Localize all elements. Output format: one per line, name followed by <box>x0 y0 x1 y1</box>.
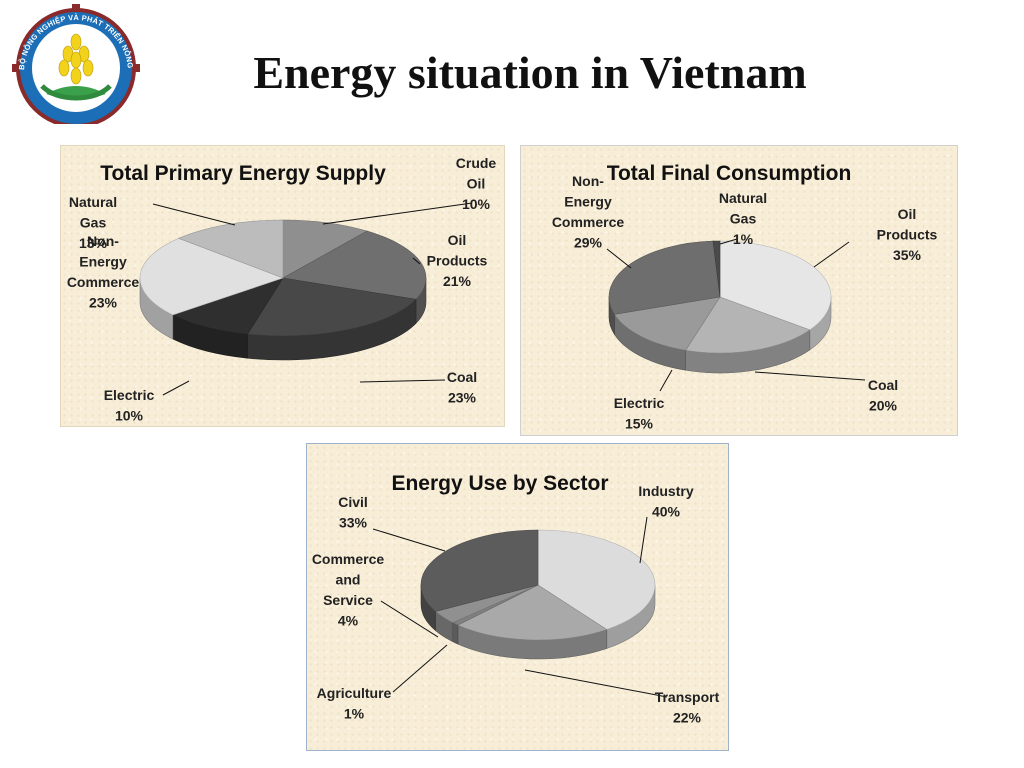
data-label-oil-products: Oil Products 21% <box>427 232 488 289</box>
ministry-logo: BỘ NÔNG NGHIỆP VÀ PHÁT TRIỂN NÔNG THÔN <box>0 0 150 128</box>
data-label-transport: Transport 22% <box>655 689 720 726</box>
pie-slice-oil-products <box>282 230 427 300</box>
leader-line-electric <box>659 369 673 392</box>
pie-slice-natural-gas <box>712 240 721 298</box>
data-label-oil-products: Oil Products 35% <box>877 206 938 263</box>
chart-title: Energy Use by Sector <box>391 472 608 495</box>
leader-line-oil-products <box>412 257 421 265</box>
leader-line-industry <box>639 516 648 564</box>
pie-slice-transport <box>457 584 608 641</box>
pie-slices <box>608 240 832 354</box>
pie-slice-oil-products <box>719 240 832 331</box>
leader-line-transport <box>524 669 668 698</box>
leader-line-electric <box>162 380 190 396</box>
leader-line-agriculture <box>392 644 448 693</box>
pie-chart-sector-use: Energy Use by Sector Industry 40% Transport… <box>312 472 720 726</box>
pie-chart-primary-supply: Total Primary Energy Supply Crude Oil 10% Oi… <box>67 155 497 424</box>
data-label-agriculture: Agriculture 1% <box>317 685 392 722</box>
chart-title: Total Primary Energy Supply <box>100 162 386 185</box>
pie-slices <box>420 529 656 641</box>
pie-side-agriculture <box>452 622 459 645</box>
data-label-electric: Electric 15% <box>614 395 665 432</box>
chart-panel-sector-use: Energy Use by Sector Industry 40% Transport… <box>306 443 729 751</box>
data-label-civil: Civil 33% <box>338 494 368 531</box>
pie-sides <box>420 584 656 660</box>
data-label-industry: Industry 40% <box>638 483 693 520</box>
chart-panel-final-consumption: Total Final Consumption Oil Products 35% Coa… <box>520 145 958 436</box>
data-label-crude-oil: Crude Oil 10% <box>456 155 497 212</box>
leader-line-coal <box>754 371 866 381</box>
leader-line-crude-oil <box>322 202 473 225</box>
pie-slice-civil <box>420 529 539 612</box>
chart-title: Total Final Consumption <box>607 162 852 185</box>
pie-slice-non-energy-commerce <box>139 237 284 316</box>
pie-slice-electric <box>613 296 721 351</box>
ministry-seal-icon: BỘ NÔNG NGHIỆP VÀ PHÁT TRIỂN NÔNG THÔN <box>0 0 140 128</box>
data-label-natural-gas: Natural Gas 13% <box>69 194 117 251</box>
data-label-non-energy-commerce: Non-Energy Commerce 23% <box>67 233 140 311</box>
leader-line-oil-products <box>813 241 850 268</box>
pie-slices <box>139 219 427 337</box>
data-label-electric: Electric 10% <box>104 387 155 424</box>
data-label-coal: Coal 23% <box>447 369 477 406</box>
pie-slice-crude-oil <box>282 219 368 279</box>
pie-slice-coal <box>246 277 417 337</box>
chart-panel-primary-supply: Total Primary Energy Supply Crude Oil 10% Oi… <box>60 145 505 427</box>
slide-title: Energy situation in Vietnam <box>253 47 807 98</box>
data-label-coal: Coal 20% <box>868 377 898 414</box>
leader-line-civil <box>372 528 446 552</box>
pie-slice-industry <box>537 529 656 630</box>
data-label-natural-gas: Natural Gas 1% <box>719 190 767 247</box>
leader-line-natural-gas <box>719 238 738 245</box>
leader-line-non-energy-commerce <box>606 248 632 269</box>
data-label-non-energy-commerce: Non-Energy Commerce 29% <box>552 173 625 251</box>
leader-line-commerce-and-service <box>380 600 439 638</box>
leader-line-natural-gas <box>152 203 236 226</box>
pie-chart-final-consumption: Total Final Consumption Oil Products 35% Coa… <box>552 162 938 432</box>
leader-line-coal <box>359 379 446 383</box>
pie-slice-electric <box>172 277 284 335</box>
pie-slice-coal <box>685 296 811 354</box>
data-label-commerce-and-service: Commerce and Service 4% <box>312 551 385 629</box>
pie-slice-natural-gas <box>177 219 284 279</box>
